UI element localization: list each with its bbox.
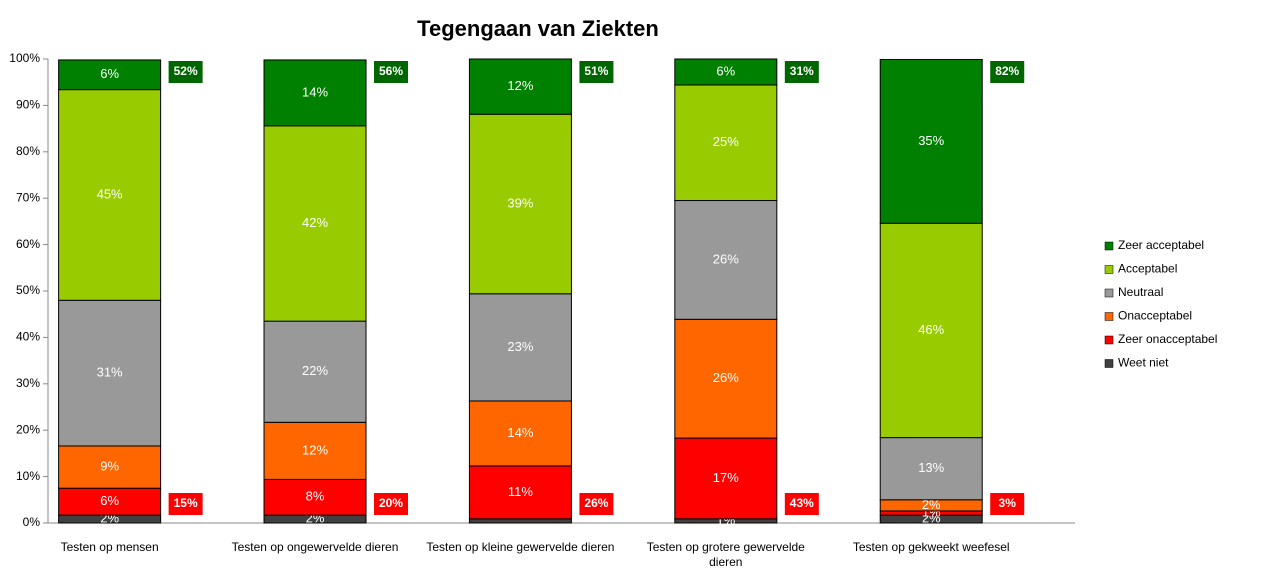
legend-swatch — [1104, 265, 1114, 274]
bar-segment — [58, 89, 162, 301]
legend-swatch — [1104, 241, 1114, 251]
total-box — [374, 61, 409, 83]
legend-label: Zeer acceptabel — [1118, 238, 1204, 252]
bar-segment — [674, 437, 778, 520]
bar-segment — [879, 58, 983, 224]
total-label: 20% — [379, 496, 403, 510]
segment-label: 6% — [100, 493, 119, 508]
total-label: 51% — [584, 64, 608, 78]
segment-label: 9% — [100, 459, 119, 474]
segment-label: 2% — [922, 497, 941, 512]
x-tick-label: Testen op ongewervelde dieren — [232, 540, 399, 554]
legend-label: Weet niet — [1118, 356, 1169, 370]
y-tick-label: 20% — [16, 422, 40, 436]
total-box — [168, 493, 203, 515]
chart-title: Tegengaan van Ziekten — [417, 16, 659, 41]
total-label: 82% — [995, 64, 1019, 78]
y-tick-label: 30% — [16, 376, 40, 390]
bar-segment — [468, 58, 572, 115]
segment-label: 35% — [918, 133, 944, 148]
bar-segment — [468, 518, 572, 524]
y-tick-label: 40% — [16, 330, 40, 344]
total-label: 56% — [379, 64, 403, 78]
bar-segment — [468, 465, 572, 520]
segment-label: 13% — [918, 460, 944, 475]
bar-segment — [674, 318, 778, 439]
bar-segment — [468, 293, 572, 402]
segment-label: 17% — [713, 470, 739, 485]
bar-segment — [263, 320, 367, 423]
x-tick-label: Testen op gekweekt weefesel — [853, 540, 1010, 554]
total-box — [990, 493, 1025, 515]
total-label: 43% — [790, 496, 814, 510]
segment-label: 42% — [302, 215, 328, 230]
segment-label: 26% — [713, 370, 739, 385]
y-tick-label: 50% — [16, 283, 40, 297]
legend-swatch — [1104, 359, 1114, 368]
total-box — [990, 61, 1025, 83]
total-label: 3% — [999, 496, 1017, 510]
segment-label: 12% — [507, 78, 533, 93]
bar-segment — [58, 59, 162, 91]
bar-segment — [263, 59, 367, 127]
x-tick-label: Testen op kleine gewervelde dieren — [426, 540, 614, 554]
segment-label: 12% — [302, 442, 328, 457]
total-box — [784, 61, 819, 83]
x-tick-label: Testen op grotere gewervelde dieren — [647, 540, 805, 569]
y-tick-label: 0% — [23, 515, 41, 529]
total-box — [374, 493, 409, 515]
legend-label: Onacceptabel — [1118, 309, 1192, 323]
y-tick-label: 10% — [16, 469, 40, 483]
total-label: 52% — [174, 64, 198, 78]
bar-segment — [263, 478, 367, 516]
segment-label: 6% — [100, 66, 119, 81]
bar-segment — [263, 421, 367, 480]
legend-swatch — [1104, 288, 1114, 298]
y-tick-label: 100% — [9, 51, 40, 65]
total-box — [579, 61, 614, 83]
segment-label: 25% — [713, 134, 739, 149]
bar-segment — [674, 200, 778, 320]
total-label: 31% — [790, 64, 814, 78]
segment-label: 23% — [507, 339, 533, 354]
legend-label: Acceptabel — [1118, 262, 1177, 276]
total-label: 15% — [174, 496, 198, 510]
segment-label: 6% — [716, 63, 735, 78]
y-tick-label: 60% — [16, 237, 40, 251]
total-box — [168, 61, 203, 83]
bar-segment — [263, 125, 367, 322]
y-tick-label: 70% — [16, 190, 40, 204]
bar-segment — [674, 84, 778, 202]
bar-segment — [468, 400, 572, 467]
bar-segment — [879, 437, 983, 501]
total-label: 26% — [584, 496, 608, 510]
segment-label: 39% — [507, 195, 533, 210]
segment-label: 26% — [713, 251, 739, 266]
total-box — [784, 493, 819, 515]
legend-swatch — [1104, 335, 1114, 345]
legend-label: Zeer onacceptabel — [1118, 332, 1217, 346]
bar-segment — [674, 58, 778, 86]
bar-segment — [468, 113, 572, 295]
segment-label: 11% — [508, 484, 533, 499]
total-box — [579, 493, 614, 515]
segment-label: 31% — [97, 365, 123, 380]
segment-label: 8% — [306, 489, 325, 504]
legend-swatch — [1104, 312, 1114, 321]
y-tick-label: 90% — [16, 98, 40, 112]
segment-label: 46% — [918, 322, 944, 337]
segment-label: 22% — [302, 363, 328, 378]
y-tick-label: 80% — [16, 144, 40, 158]
x-tick-label: Testen op mensen — [61, 540, 159, 554]
segment-label: 14% — [507, 425, 533, 440]
segment-label: 14% — [302, 84, 328, 99]
legend-label: Neutraal — [1118, 285, 1163, 299]
bar-segment — [879, 222, 983, 439]
segment-label: 45% — [97, 186, 123, 201]
